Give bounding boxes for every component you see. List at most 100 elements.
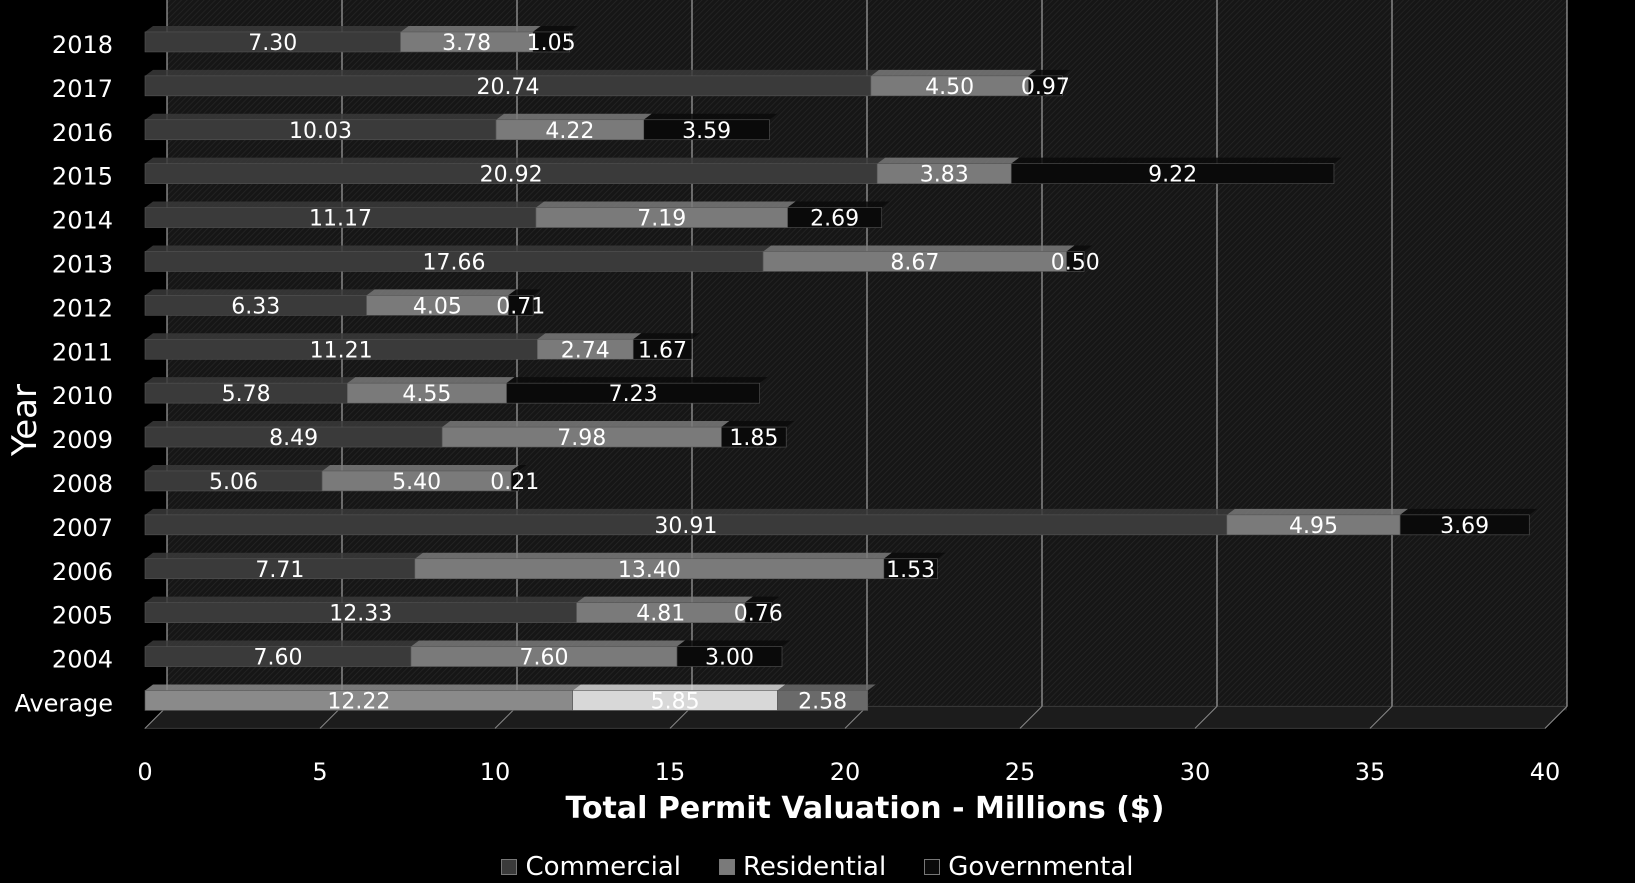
data-label: 0.97 [1021,75,1070,100]
legend-item-residential: Residential [718,852,887,882]
data-label: 1.67 [638,338,687,363]
data-label: 4.55 [402,382,451,407]
bar-top [414,552,892,559]
bar-top [145,157,886,164]
legend-item-commercial: Commercial [501,852,681,882]
y-tick-label: 2006 [52,558,113,586]
x-tick-label: 35 [1355,758,1386,786]
bar-top [145,333,546,340]
bar-top [1028,69,1071,76]
y-tick-label: 2004 [52,646,113,674]
data-label: 4.22 [545,119,594,144]
data-label: 1.85 [729,426,778,451]
data-label: 2.58 [798,689,847,714]
y-tick-label: 2008 [52,470,113,498]
y-tick-label: 2015 [52,163,113,191]
data-label: 9.22 [1148,163,1197,188]
bar-top [145,69,879,76]
data-label: 7.60 [520,646,569,671]
bar-top [145,596,585,603]
data-label: 0.76 [734,602,783,627]
data-label: 0.71 [496,294,545,319]
x-tick-label: 25 [1005,758,1036,786]
data-label: 12.33 [329,602,392,627]
data-label: 8.67 [890,250,939,275]
bar-governmental [506,382,760,404]
data-label: 11.21 [310,338,373,363]
data-label: 4.81 [636,602,685,627]
bar-top [870,69,1037,76]
data-label: 20.74 [476,75,539,100]
bar-top [511,464,527,471]
bar-governmental [744,602,772,623]
y-tick-label: 2012 [52,294,113,322]
data-label: 8.49 [269,426,318,451]
bar-top [145,640,419,647]
bar-governmental [883,558,938,580]
y-tick-label: 2017 [52,75,113,103]
data-label: 2.74 [561,338,610,363]
gridline-floor [1544,706,1568,729]
bar-top [411,640,685,647]
data-label: 13.40 [618,558,681,583]
x-tick-label: 15 [655,758,686,786]
bar-top [677,640,790,647]
bar-governmental [676,646,783,667]
bar-top [145,464,331,471]
gridline-floor [1369,706,1393,729]
x-tick-label: 40 [1530,758,1561,786]
y-tick-label: 2014 [52,207,113,235]
bar-top [744,596,780,603]
x-axis-title: Total Permit Valuation - Millions ($) [565,791,1164,826]
data-label: 4.05 [413,294,462,319]
bar-top [145,113,505,120]
x-tick-label: 10 [480,758,511,786]
data-label: 5.40 [392,470,441,495]
bar-top [145,245,772,252]
bar-governmental [721,426,787,448]
legend-item-governmental: Governmental [924,852,1134,882]
data-label: 1.53 [886,558,935,583]
bar-top [366,289,517,296]
bar-top [145,377,356,384]
data-label: 5.06 [209,470,258,495]
legend-swatch-governmental [924,859,941,875]
bar-governmental [1399,514,1530,536]
data-label: 17.66 [423,250,486,275]
data-label: 3.69 [1440,514,1489,539]
data-label: 7.98 [557,426,606,451]
bar-top [400,25,541,32]
legend: Commercial Residential Governmental [0,852,1635,882]
data-label: 7.19 [637,207,686,232]
bar-top [1400,508,1538,515]
legend-label-residential: Residential [742,852,887,882]
bar-governmental [1010,163,1335,184]
x-tick-label: 0 [137,758,152,786]
data-label: 10.03 [289,119,352,144]
bar-top [322,464,520,471]
bar-top [535,201,796,208]
y-tick-label: 2005 [52,602,113,630]
data-label: 11.17 [309,207,372,232]
bar-top [1066,245,1093,252]
y-tick-label: Average [14,689,113,717]
bar-top [633,333,700,340]
bar-top [145,201,544,208]
bar-top [347,377,515,384]
data-label: 5.85 [651,689,700,714]
y-tick-label: 2018 [52,31,113,59]
legend-swatch-residential [718,859,735,875]
legend-label-commercial: Commercial [525,852,681,882]
data-label: 4.50 [925,75,974,100]
data-label: 7.60 [254,646,303,671]
bar-top [496,113,652,120]
y-axis-title: Year [5,384,45,457]
bar-top [787,201,890,208]
data-label: 3.78 [442,31,491,56]
data-label: 4.95 [1289,514,1338,539]
bar-top [442,421,730,428]
y-tick-label: 2011 [52,338,113,366]
bar-top [643,113,778,120]
bar-top [572,684,786,691]
